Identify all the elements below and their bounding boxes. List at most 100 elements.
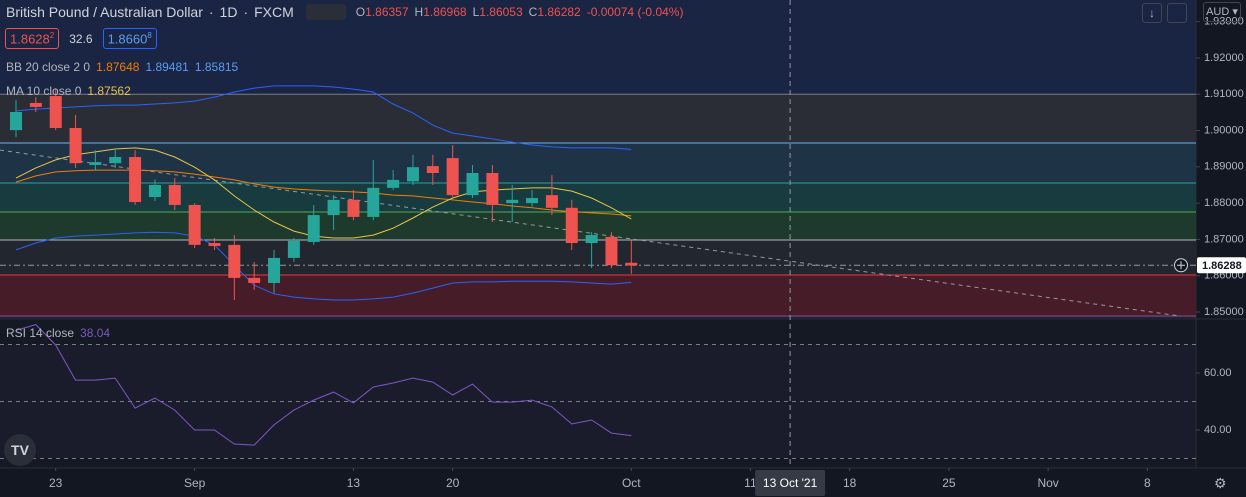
candle-body: [188, 204, 201, 245]
y-tick-label: 1.91000: [1204, 88, 1244, 100]
x-tick-label: Sep: [184, 476, 206, 490]
candle-body: [89, 162, 102, 166]
candle-body: [327, 199, 340, 216]
x-tick-label: 8: [1144, 476, 1151, 490]
candle-body: [347, 199, 360, 217]
rsi-label: RSI 14 close: [6, 326, 75, 340]
spread: 32.6: [69, 31, 93, 46]
interval: 1D: [219, 4, 238, 20]
candle-body: [367, 187, 380, 217]
y-tick-label: 1.90000: [1204, 124, 1244, 136]
separator: ·: [243, 4, 249, 20]
candle-body: [506, 199, 519, 204]
candle-body: [605, 236, 618, 266]
candle-body: [248, 277, 261, 283]
level-zone: [0, 212, 1196, 241]
rsi-tick-label: 60.00: [1204, 367, 1232, 379]
y-tick-label: 1.87000: [1204, 233, 1244, 245]
candle-body: [129, 157, 142, 203]
candle-body: [426, 166, 439, 173]
trend-line: [0, 149, 1180, 317]
ask-button[interactable]: 1.86608: [102, 28, 157, 50]
ohlc-label: O: [355, 5, 366, 19]
rsi-value: 38.04: [80, 326, 111, 340]
candle-body: [168, 184, 181, 205]
x-tick-label: 13: [347, 476, 361, 490]
candle-body: [565, 207, 578, 244]
level-zone: [0, 240, 1196, 276]
candle-body: [29, 102, 42, 107]
ohlc-value: 1.86053: [479, 5, 523, 19]
level-zone: [0, 94, 1196, 144]
settings-icon[interactable]: ⚙: [1214, 475, 1227, 491]
plus-icon: [1177, 261, 1185, 270]
candle-body: [268, 257, 281, 283]
candle-body: [406, 167, 419, 182]
candle-body: [446, 158, 459, 196]
candle-body: [545, 195, 558, 208]
candle-body: [208, 243, 221, 246]
x-tick-label: 11: [744, 476, 757, 490]
currency-button[interactable]: AUD ▾: [1203, 2, 1241, 22]
rsi-band: [0, 344, 1196, 459]
ma-legend: MA 10 close 0 1.87562: [6, 84, 131, 98]
separator: ·: [208, 4, 214, 20]
fullscreen-button[interactable]: [1167, 3, 1187, 23]
level-zone: [0, 275, 1196, 317]
candle-body: [585, 235, 598, 244]
bid-button[interactable]: 1.86282: [5, 28, 60, 50]
price-tag-bg: [1197, 257, 1246, 274]
bid-price: 1.8628: [10, 31, 50, 47]
y-tick-label: 1.92000: [1204, 52, 1244, 64]
symbol: British Pound / Australian Dollar: [6, 4, 203, 20]
bb-basis-value: 1.87648: [96, 60, 140, 74]
x-tick-label: Oct: [622, 476, 641, 490]
indicator-badge[interactable]: [305, 4, 346, 20]
rsi-pane-bg: [0, 320, 1196, 468]
scroll-button[interactable]: ↓: [1142, 3, 1162, 23]
bb-upper-value: 1.89481: [145, 60, 189, 74]
candle-body: [466, 172, 479, 196]
candle-body: [109, 157, 122, 164]
currency: AUD: [1206, 6, 1230, 18]
candle-body: [625, 262, 638, 266]
ma-value: 1.87562: [87, 84, 131, 98]
candle-body: [526, 198, 539, 204]
x-tick-label: 20: [446, 476, 460, 490]
candle-body: [69, 127, 82, 164]
ma-line: [15, 147, 632, 239]
candle-body: [387, 179, 400, 188]
rsi-line: [15, 324, 632, 446]
candle-body: [228, 244, 241, 278]
bb-lower-value: 1.85815: [194, 60, 239, 74]
logo[interactable]: TV: [4, 434, 36, 466]
ohlc-value: 1.86282: [537, 5, 581, 19]
rsi-legend: RSI 14 close 38.04: [6, 326, 110, 340]
candle-body: [9, 112, 22, 131]
price-tag: 1.86288: [1202, 260, 1242, 272]
ask-pip: 8: [147, 31, 152, 40]
trade-row: 1.86282 32.6 1.86608: [5, 28, 157, 50]
candle-body: [148, 184, 161, 197]
y-tick-label: 1.89000: [1204, 161, 1244, 173]
x-tick-label: 25: [942, 476, 956, 490]
bid-pip: 2: [49, 31, 55, 40]
crosshair-label: 13 Oct '21: [763, 476, 818, 490]
header: British Pound / Australian Dollar · 1D ·…: [6, 3, 683, 21]
level-zone: [0, 143, 1196, 184]
ohlc-label: H: [414, 5, 424, 19]
change: -0.00074 (-0.04%): [586, 5, 684, 19]
x-tick-label: 23: [49, 476, 63, 490]
bb-label: BB 20 close 2 0: [6, 60, 91, 74]
bb-basis-line: [15, 169, 632, 217]
bb-legend: BB 20 close 2 0 1.87648 1.89481 1.85815: [6, 60, 238, 74]
bb-upper-line: [15, 85, 632, 150]
ma-label: MA 10 close 0: [6, 84, 82, 98]
crosshair-label-bg: [755, 470, 826, 496]
ohlc-value: 1.86968: [423, 5, 467, 19]
ohlc-label: L: [472, 5, 480, 19]
candle-body: [49, 96, 62, 128]
ask-price: 1.8660: [107, 31, 148, 47]
